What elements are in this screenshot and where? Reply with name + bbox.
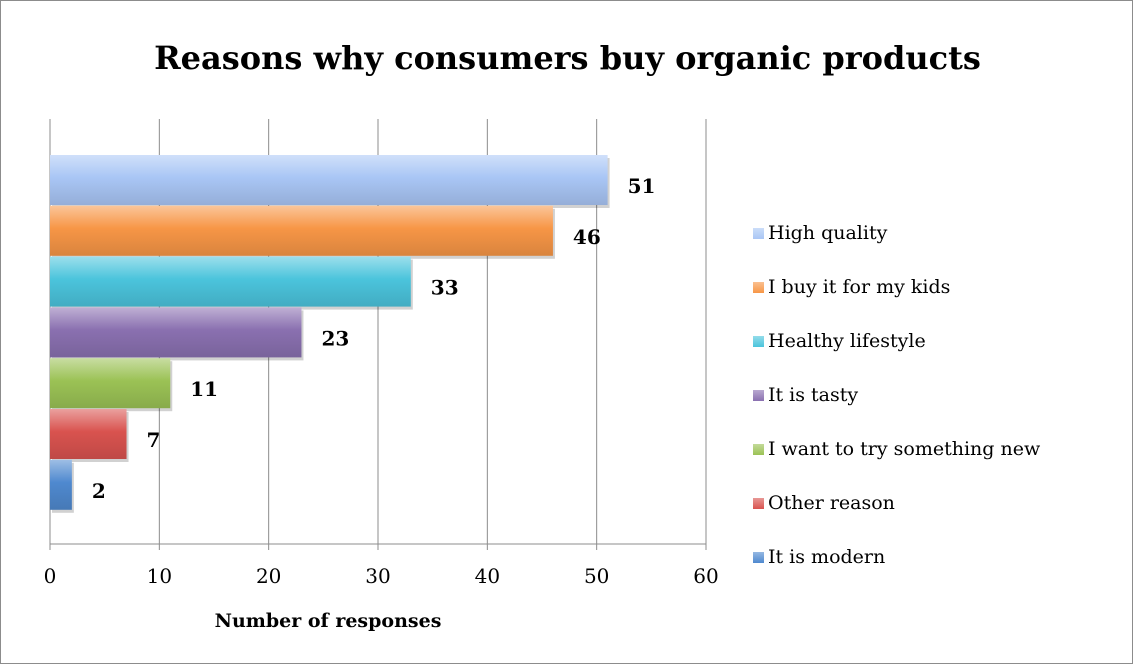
legend-swatch bbox=[753, 389, 764, 401]
legend-swatch bbox=[753, 551, 764, 563]
legend-label: It is modern bbox=[768, 546, 886, 568]
x-tick-label: 20 bbox=[256, 564, 281, 588]
x-tick-label: 60 bbox=[693, 564, 718, 588]
legend-label: High quality bbox=[768, 222, 888, 244]
x-axis-title: Number of responses bbox=[215, 610, 442, 632]
x-tick-label: 0 bbox=[44, 564, 57, 588]
legend-item: It is modern bbox=[753, 530, 1128, 584]
legend-item: Healthy lifestyle bbox=[753, 314, 1128, 368]
legend: High quality I buy it for my kids Healthy … bbox=[753, 206, 1128, 584]
x-tick-label: 10 bbox=[147, 564, 172, 588]
chart-title: Reasons why consumers buy organic produc… bbox=[154, 39, 981, 77]
legend-swatch bbox=[753, 443, 764, 455]
data-label: 7 bbox=[147, 428, 161, 452]
x-tick-label: 50 bbox=[584, 564, 609, 588]
data-label: 33 bbox=[431, 276, 459, 300]
bar-i-want-to-try-something-new bbox=[50, 358, 171, 409]
legend-label: I want to try something new bbox=[768, 438, 1041, 460]
legend-item: I buy it for my kids bbox=[753, 260, 1128, 314]
legend-item: I want to try something new bbox=[753, 422, 1128, 476]
legend-swatch bbox=[753, 281, 764, 293]
bar-it-is-tasty bbox=[50, 307, 302, 358]
legend-item: High quality bbox=[753, 206, 1128, 260]
legend-swatch bbox=[753, 497, 764, 509]
data-label: 23 bbox=[321, 326, 349, 350]
legend-swatch bbox=[753, 335, 764, 347]
legend-label: Healthy lifestyle bbox=[768, 330, 926, 352]
bar-other-reason bbox=[50, 409, 127, 459]
data-label: 51 bbox=[628, 174, 656, 198]
x-tick-label: 40 bbox=[475, 564, 500, 588]
data-label: 11 bbox=[190, 377, 218, 401]
legend-swatch bbox=[753, 227, 764, 239]
legend-label: It is tasty bbox=[768, 384, 859, 406]
x-tick-label: 30 bbox=[365, 564, 390, 588]
bar-high-quality bbox=[50, 155, 608, 205]
bar-healthy-lifestyle bbox=[50, 256, 411, 307]
data-label: 2 bbox=[92, 479, 106, 503]
legend-label: I buy it for my kids bbox=[768, 276, 951, 298]
legend-item: Other reason bbox=[753, 476, 1128, 530]
bar-i-buy-it-for-my-kids bbox=[50, 205, 553, 256]
data-label: 46 bbox=[573, 225, 601, 249]
legend-item: It is tasty bbox=[753, 368, 1128, 422]
legend-label: Other reason bbox=[768, 492, 895, 514]
bar-it-is-modern bbox=[50, 459, 72, 510]
